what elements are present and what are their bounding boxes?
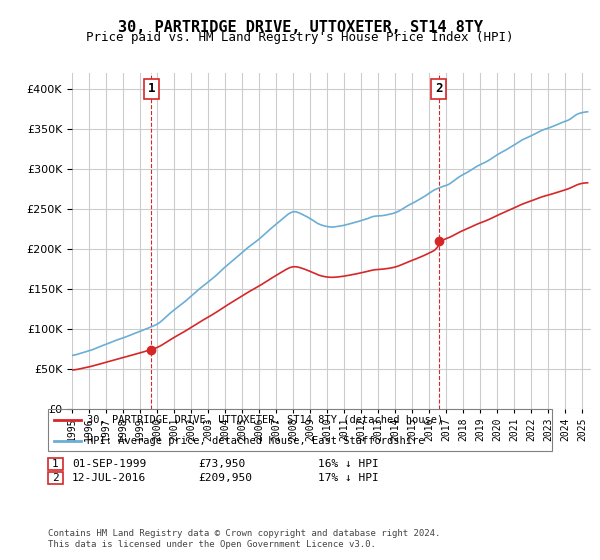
Text: 17% ↓ HPI: 17% ↓ HPI	[318, 473, 379, 483]
Text: 30, PARTRIDGE DRIVE, UTTOXETER, ST14 8TY: 30, PARTRIDGE DRIVE, UTTOXETER, ST14 8TY	[118, 20, 482, 35]
Text: 2: 2	[52, 473, 59, 483]
Text: 1: 1	[52, 459, 59, 469]
Text: 01-SEP-1999: 01-SEP-1999	[72, 459, 146, 469]
Text: Price paid vs. HM Land Registry's House Price Index (HPI): Price paid vs. HM Land Registry's House …	[86, 31, 514, 44]
Text: Contains HM Land Registry data © Crown copyright and database right 2024.
This d: Contains HM Land Registry data © Crown c…	[48, 529, 440, 549]
Text: 30, PARTRIDGE DRIVE, UTTOXETER, ST14 8TY (detached house): 30, PARTRIDGE DRIVE, UTTOXETER, ST14 8TY…	[87, 415, 443, 425]
Text: 1: 1	[148, 82, 155, 95]
Text: 16% ↓ HPI: 16% ↓ HPI	[318, 459, 379, 469]
Text: HPI: Average price, detached house, East Staffordshire: HPI: Average price, detached house, East…	[87, 436, 425, 446]
Text: 2: 2	[435, 82, 442, 95]
Text: £73,950: £73,950	[198, 459, 245, 469]
Text: £209,950: £209,950	[198, 473, 252, 483]
Text: 12-JUL-2016: 12-JUL-2016	[72, 473, 146, 483]
